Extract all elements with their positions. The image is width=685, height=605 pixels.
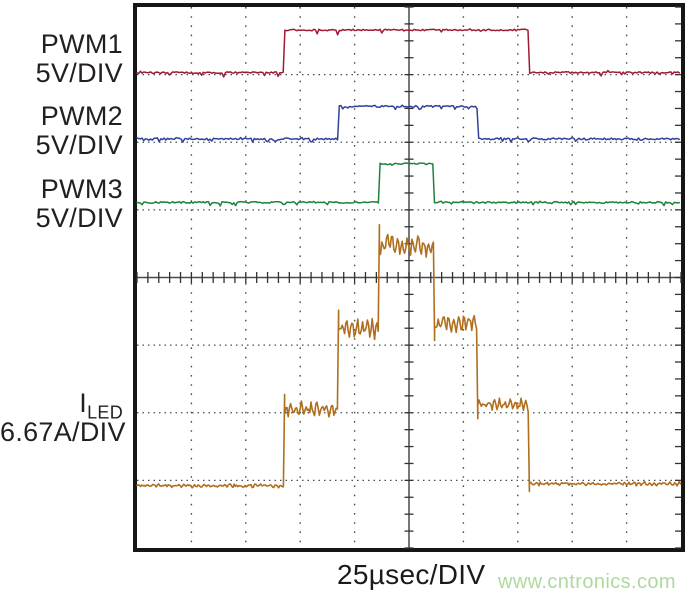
iled-symbol: I [79, 388, 88, 418]
trace-scale-pwm3: 5V/DIV [35, 203, 123, 233]
trace-name-pwm2: PWM2 [40, 101, 123, 131]
iled-subscript: LED [87, 402, 123, 423]
watermark-text: www.cntronics.com [498, 571, 676, 593]
trace-name-pwm1: PWM1 [40, 29, 123, 59]
timebase-label: 25µsec/DIV [337, 559, 486, 590]
trace-scale-pwm2: 5V/DIV [35, 130, 123, 160]
trace-iled [136, 223, 682, 493]
trace-pwm3 [136, 162, 681, 207]
trace-scale-pwm1: 5V/DIV [35, 58, 123, 88]
trace-name-pwm3: PWM3 [40, 174, 123, 204]
label-pwm2: PWM2 5V/DIV [0, 102, 123, 160]
trace-pwm1 [136, 28, 681, 78]
label-iled: ILED 6.67A/DIV [0, 388, 126, 447]
trace-name-iled: ILED [0, 388, 123, 422]
label-pwm1: PWM1 5V/DIV [0, 30, 123, 88]
trace-pwm2 [136, 104, 681, 143]
label-pwm3: PWM3 5V/DIV [0, 175, 123, 233]
trace-scale-iled: 6.67A/DIV [0, 417, 126, 447]
